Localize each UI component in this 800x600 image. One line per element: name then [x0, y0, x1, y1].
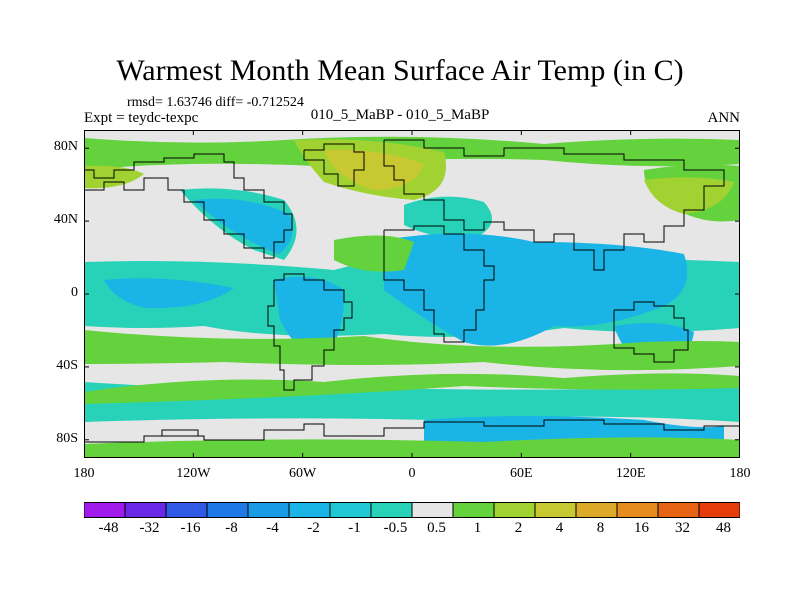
colorbar-swatch — [698, 502, 740, 518]
colorbar-swatch — [370, 502, 413, 518]
experiment-label: Expt = teydc-texpc — [84, 110, 199, 126]
antarctica-coast — [84, 419, 740, 443]
colorbar — [84, 502, 740, 518]
colorbar-label: 2 — [514, 520, 523, 536]
colorbar-label: -0.5 — [383, 520, 408, 536]
lon-tick-label: 120W — [176, 466, 211, 481]
colorbar-label: 1 — [473, 520, 482, 536]
colorbar-label: 48 — [716, 520, 731, 536]
stats-label: rmsd= 1.63746 diff= -0.712524 — [127, 95, 304, 110]
colorbar-label: -16 — [180, 520, 201, 536]
australia-coast — [613, 301, 689, 363]
colorbar-label: 0.5 — [427, 520, 446, 536]
colorbar-swatch — [657, 502, 700, 518]
greenland-coast — [303, 143, 365, 187]
colorbar-label: 16 — [634, 520, 649, 536]
colorbar-swatch — [329, 502, 372, 518]
south-america-coast — [267, 273, 353, 391]
colorbar-swatch — [575, 502, 618, 518]
north-america-coast — [84, 153, 293, 259]
lon-tick-label: 60E — [510, 466, 533, 481]
colorbar-swatch — [247, 502, 290, 518]
colorbar-label: -8 — [225, 520, 238, 536]
lon-tick-label: 180 — [73, 466, 95, 481]
colorbar-swatch — [411, 502, 454, 518]
colorbar-swatch — [452, 502, 495, 518]
colorbar-swatch — [206, 502, 249, 518]
lat-tick-label: 0 — [71, 285, 78, 300]
season-label: ANN — [707, 110, 741, 126]
lat-tick-label: 80S — [56, 430, 78, 446]
lon-tick-label: 0 — [408, 466, 416, 481]
colorbar-swatch — [493, 502, 536, 518]
coastlines — [84, 139, 740, 443]
map-tick-marks — [84, 130, 740, 458]
colorbar-label: 32 — [675, 520, 690, 536]
colorbar-swatch — [534, 502, 577, 518]
eurasia-coast — [383, 139, 725, 271]
lon-tick-label: 120E — [615, 466, 646, 481]
colorbar-swatch — [616, 502, 659, 518]
lat-tick-label: 40S — [56, 357, 78, 373]
africa-coast — [383, 225, 495, 343]
colorbar-label: -48 — [98, 520, 119, 536]
colorbar-label: -4 — [266, 520, 279, 536]
lat-tick-label: 80N — [53, 139, 78, 155]
antarctic-shelf-outline — [161, 429, 199, 437]
colorbar-swatch — [288, 502, 331, 518]
colorbar-swatch — [165, 502, 208, 518]
map-plot — [84, 130, 740, 458]
colorbar-label: -1 — [348, 520, 361, 536]
map-title: Warmest Month Mean Surface Air Temp (in … — [116, 54, 684, 87]
colorbar-label: 8 — [596, 520, 605, 536]
warm-anomaly-fields — [84, 136, 740, 458]
lat-tick-label: 40N — [53, 212, 78, 228]
lon-tick-label: 180 — [729, 466, 751, 481]
colorbar-swatch — [124, 502, 167, 518]
colorbar-label: -32 — [139, 520, 160, 536]
colorbar-label: -2 — [307, 520, 320, 536]
subtitle-label: 010_5_MaBP - 010_5_MaBP — [310, 107, 490, 123]
colorbar-swatch — [84, 502, 126, 518]
colorbar-label: 4 — [555, 520, 564, 536]
lon-tick-label: 60W — [289, 466, 317, 481]
